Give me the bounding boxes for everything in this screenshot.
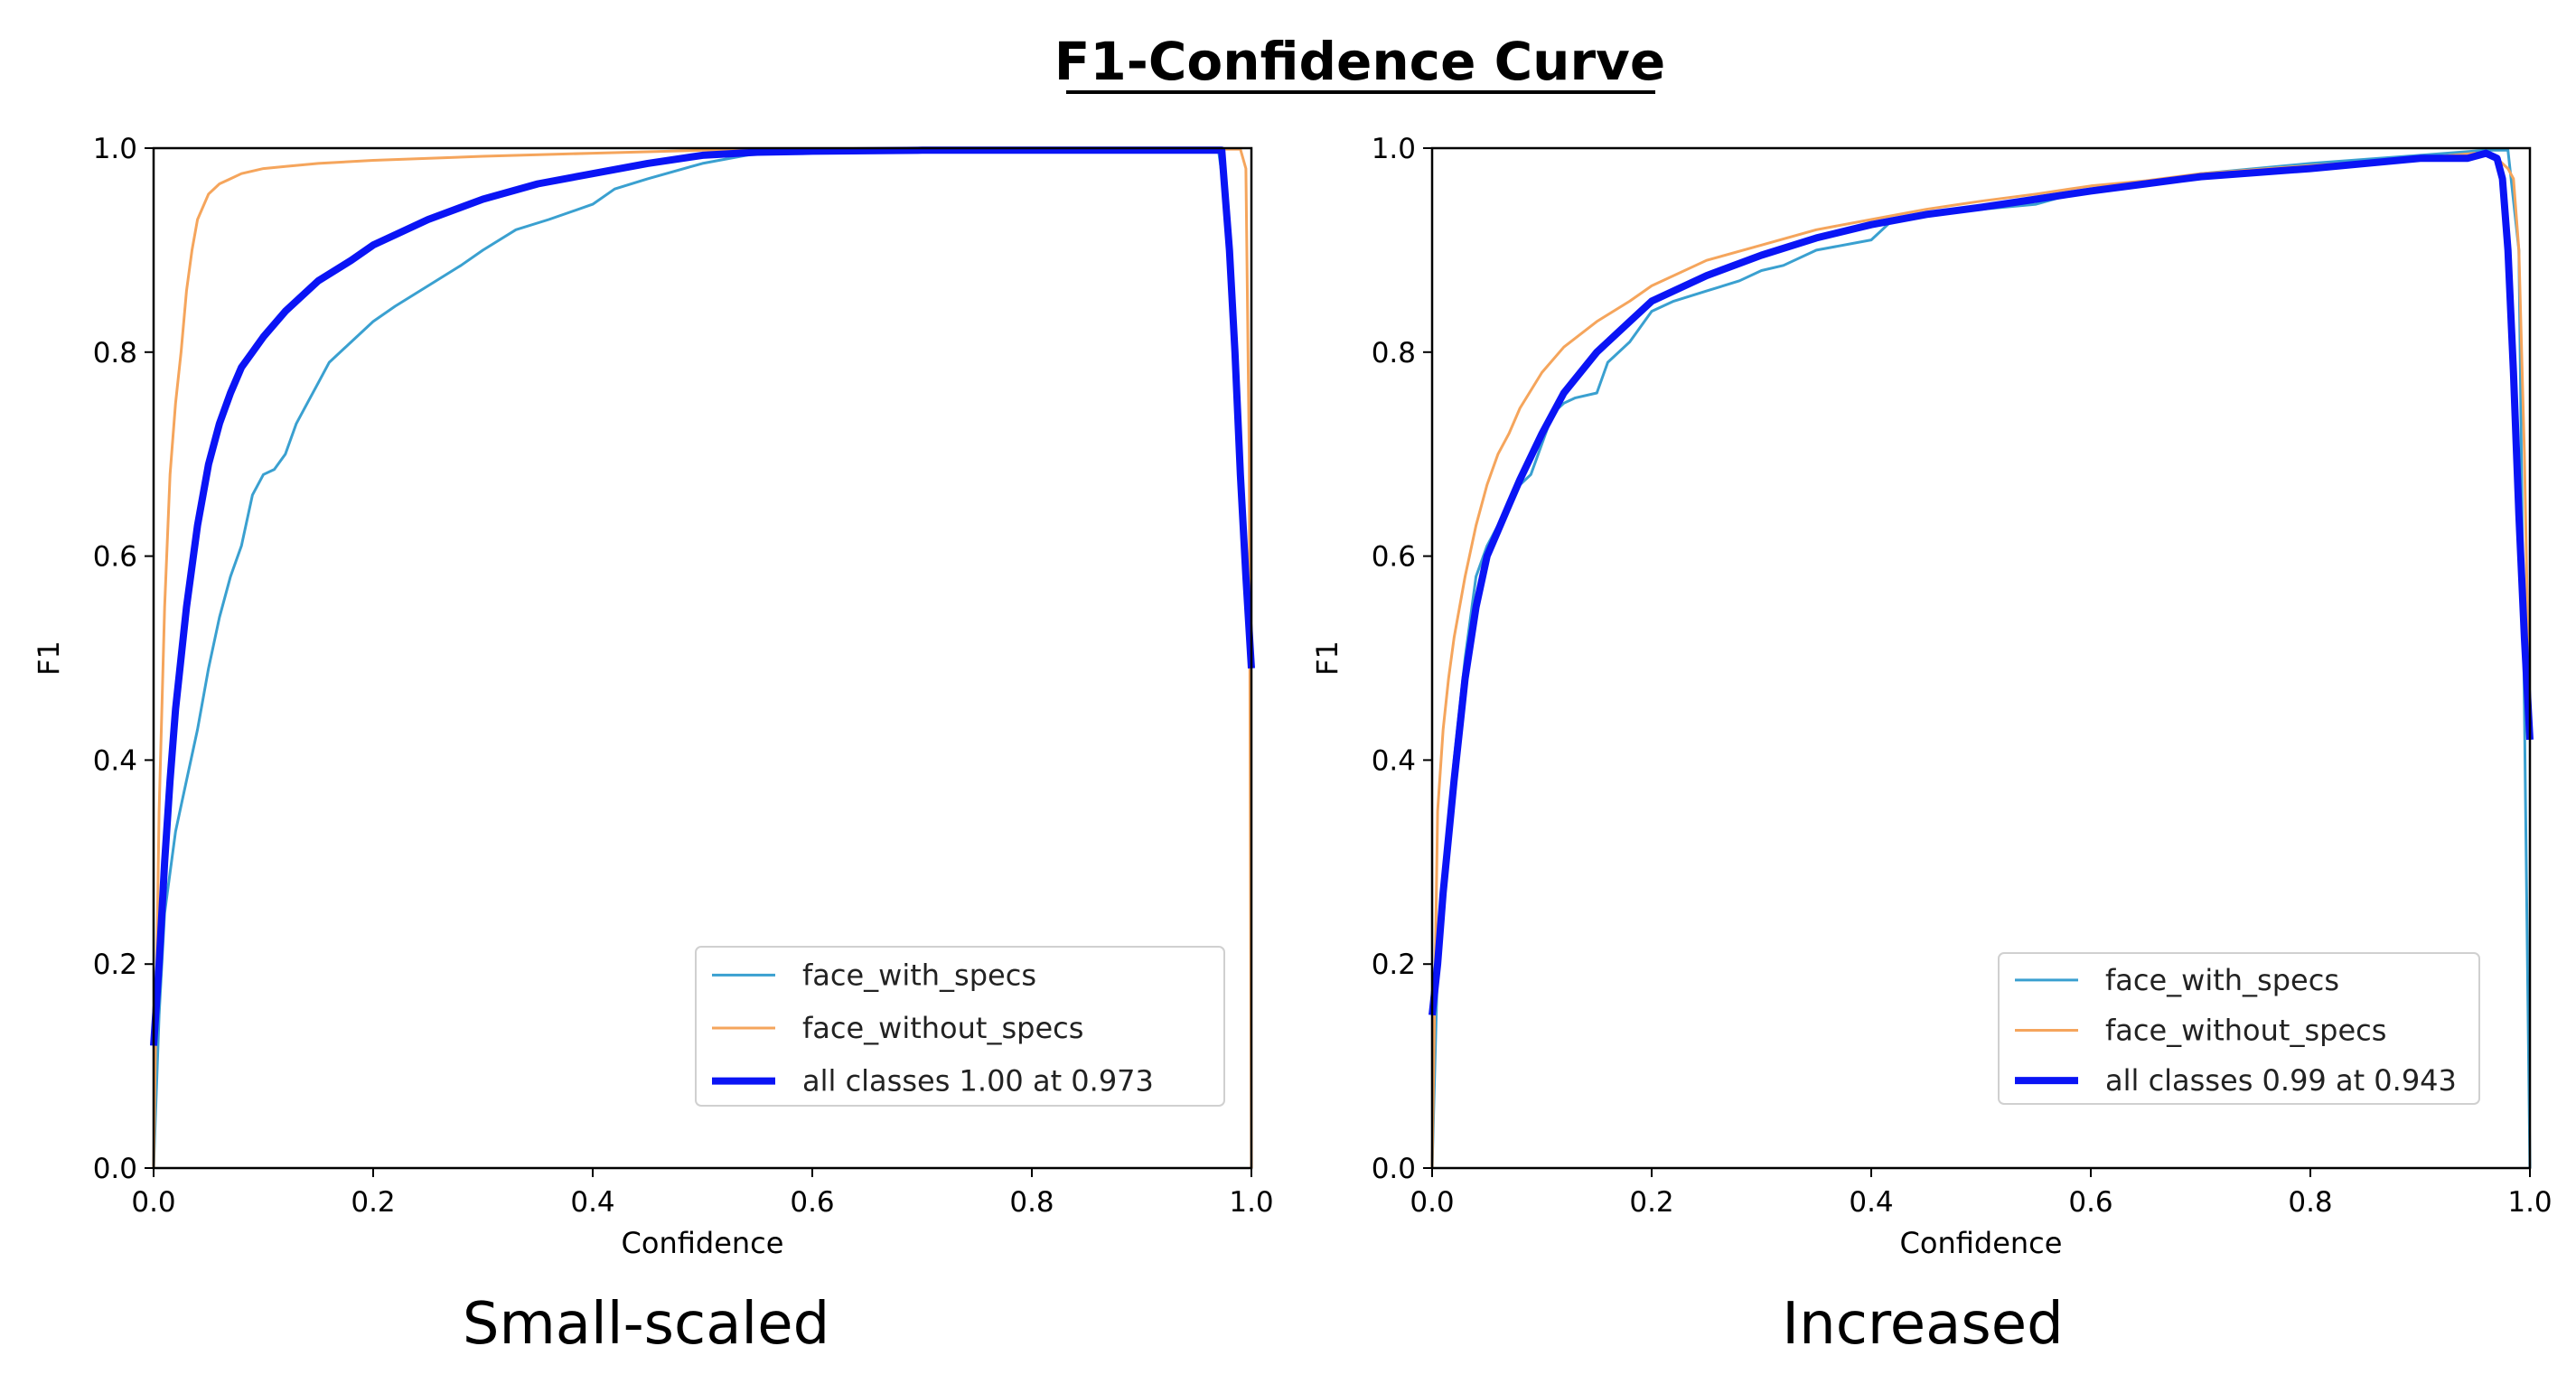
small-scaled-y-tick-label: 1.0 bbox=[93, 133, 137, 165]
small-scaled-y-axis-label: F1 bbox=[32, 640, 66, 676]
small-scaled-x-tick-label: 0.4 bbox=[570, 1186, 614, 1219]
increased-x-tick-label: 0.4 bbox=[1849, 1186, 1893, 1219]
increased-x-tick-label: 0.0 bbox=[1410, 1186, 1454, 1219]
chart-small-scaled: 0.0 0.2 0.4 0.6 0.8 1.0 0.0 0.2 0.4 0.6 0.8 1.0 Conf… bbox=[32, 133, 1274, 1260]
increased-x-tick-label: 0.8 bbox=[2288, 1186, 2332, 1219]
increased-x-tick-label: 0.6 bbox=[2068, 1186, 2112, 1219]
increased-x-tick-label: 0.2 bbox=[1629, 1186, 1673, 1219]
increased-legend-frame bbox=[1998, 952, 2480, 1105]
small-scaled-x-axis-label: Confidence bbox=[622, 1226, 784, 1260]
small-scaled-y-tick-label: 0.6 bbox=[93, 541, 137, 574]
small-scaled-y-tick-label: 0.2 bbox=[93, 949, 137, 981]
increased-series-all-classes bbox=[1429, 149, 2534, 1016]
small-scaled-x-tick-label: 0.8 bbox=[1009, 1186, 1054, 1219]
small-scaled-axes-frame bbox=[152, 146, 1253, 1170]
small-scaled-legend-label-face-with-specs: face_with_specs bbox=[802, 958, 1036, 992]
caption-increased: Increased bbox=[1782, 1291, 2063, 1358]
increased-y-tick-label: 0.0 bbox=[1372, 1153, 1416, 1185]
increased-y-tick-label: 0.4 bbox=[1372, 744, 1416, 777]
increased-y-axis-label: F1 bbox=[1310, 640, 1344, 676]
increased-y-tick-label: 0.6 bbox=[1372, 541, 1416, 574]
small-scaled-x-tick-label: 0.0 bbox=[131, 1186, 175, 1219]
small-scaled-x-tick-label: 0.6 bbox=[790, 1186, 834, 1219]
small-scaled-y-tick-label: 0.0 bbox=[93, 1153, 137, 1185]
small-scaled-y-tick-label: 0.4 bbox=[93, 744, 137, 777]
caption-small-scaled: Small-scaled bbox=[463, 1291, 829, 1358]
small-scaled-legend-label-face-without-specs: face_without_specs bbox=[802, 1011, 1083, 1045]
figure-title: F1-Confidence Curve bbox=[1054, 31, 1665, 92]
small-scaled-series-all-classes bbox=[150, 146, 1255, 1046]
increased-legend-label-all-classes: all classes 0.99 at 0.943 bbox=[2105, 1063, 2457, 1098]
increased-x-axis-label: Confidence bbox=[1900, 1226, 2063, 1260]
small-scaled-legend-frame bbox=[695, 946, 1225, 1107]
increased-legend-label-face-without-specs: face_without_specs bbox=[2105, 1014, 2386, 1048]
increased-legend-label-face-with-specs: face_with_specs bbox=[2105, 963, 2339, 997]
small-scaled-x-tick-label: 1.0 bbox=[1229, 1186, 1273, 1219]
increased-x-tick-label: 1.0 bbox=[2507, 1186, 2552, 1219]
increased-y-tick-label: 0.8 bbox=[1372, 337, 1416, 369]
small-scaled-y-tick-label: 0.8 bbox=[93, 337, 137, 369]
increased-y-tick-label: 0.2 bbox=[1372, 949, 1416, 981]
increased-axes-frame bbox=[1430, 146, 2532, 1170]
small-scaled-x-tick-label: 0.2 bbox=[351, 1186, 395, 1219]
increased-y-tick-label: 1.0 bbox=[1372, 133, 1416, 165]
small-scaled-legend-label-all-classes: all classes 1.00 at 0.973 bbox=[802, 1064, 1154, 1099]
chart-increased: 0.0 0.2 0.4 0.6 0.8 1.0 0.0 0.2 0.4 0.6 0.8 1.0 Conf… bbox=[1310, 133, 2553, 1260]
